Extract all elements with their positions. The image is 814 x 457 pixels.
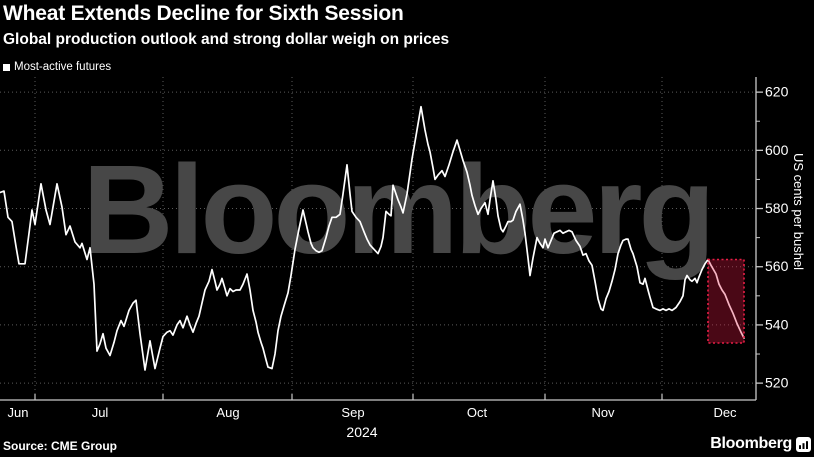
y-tick-label: 560 <box>765 258 789 274</box>
x-tick-label: Aug <box>216 405 239 420</box>
chart-subtitle: Global production outlook and strong dol… <box>3 31 450 48</box>
x-tick-label: Oct <box>467 405 488 420</box>
decline-highlight-box <box>707 258 745 344</box>
x-tick-label: Nov <box>591 405 615 420</box>
x-tick-label: Jun <box>8 405 29 420</box>
bloomberg-logo-text: Bloomberg <box>710 435 792 452</box>
y-tick-label: 620 <box>765 84 789 100</box>
x-tick-label: Jul <box>92 405 109 420</box>
legend-swatch-icon <box>3 63 10 71</box>
year-label: 2024 <box>346 424 377 440</box>
x-tick-label: Sep <box>341 405 364 420</box>
highlight-box-fill <box>708 259 744 343</box>
y-tick-label: 600 <box>765 142 789 158</box>
y-axis-title: US cents per bushel <box>791 153 806 271</box>
price-line-series <box>0 105 745 371</box>
x-tick-label: Dec <box>713 405 737 420</box>
bloomberg-watermark: Bloomberg <box>82 139 711 280</box>
highlight-box-border <box>707 258 745 344</box>
source-attribution: Source: CME Group <box>3 439 118 453</box>
y-tick-label: 520 <box>765 375 789 391</box>
axes: 520 540 560 580 600 620 Jun Jul Aug Sep Oct Nov Dec 2… <box>0 77 789 440</box>
bloomberg-logo: Bloomberg <box>710 435 811 453</box>
legend-label: Most-active futures <box>14 61 112 73</box>
bar-chart-icon <box>796 436 811 452</box>
chart-legend: Most-active futures <box>3 61 111 73</box>
y-tick-label: 580 <box>765 200 789 216</box>
page-title: Wheat Extends Decline for Sixth Session <box>3 2 404 25</box>
y-tick-label: 540 <box>765 316 789 332</box>
axis-frame <box>0 77 757 401</box>
